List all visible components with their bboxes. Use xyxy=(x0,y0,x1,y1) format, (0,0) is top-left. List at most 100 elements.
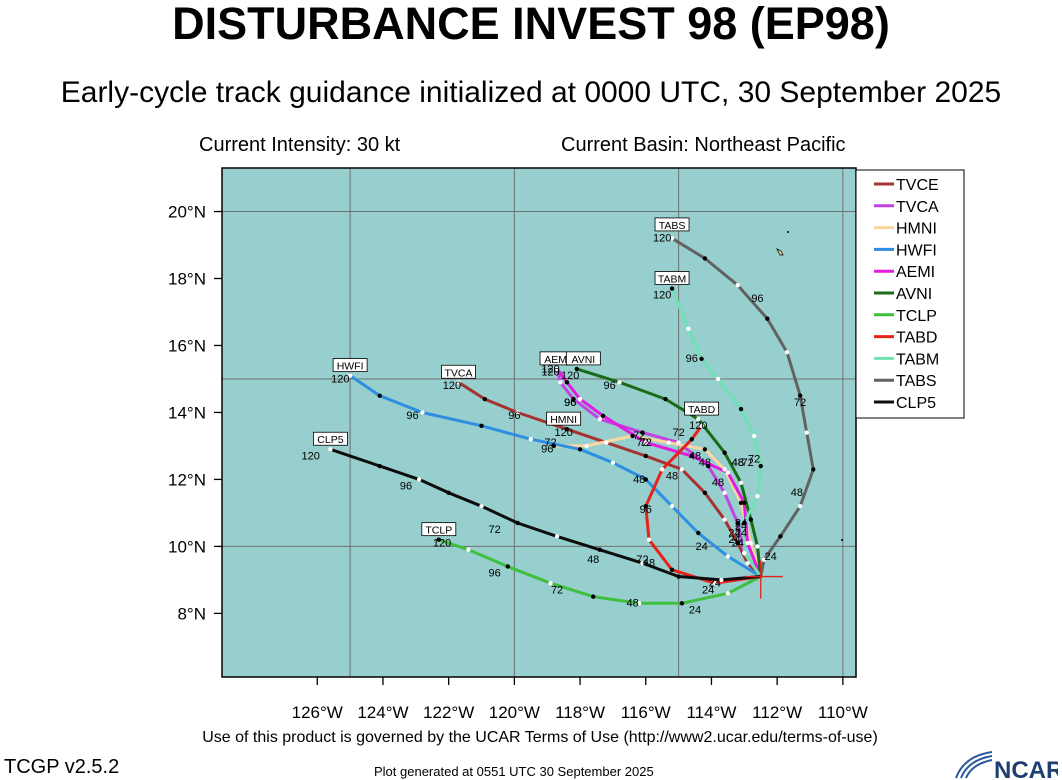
hour-label-hmni: 96 xyxy=(541,444,553,456)
hour-label-tabd: 48 xyxy=(643,557,655,569)
hour-label-aemi: 96 xyxy=(564,397,576,409)
end-box-avni xyxy=(565,351,601,366)
track-tabs xyxy=(670,236,815,578)
hour-label-tabm: 96 xyxy=(686,353,698,365)
end-box-label-aemi: AEMI xyxy=(544,354,570,366)
track-point-hwfi xyxy=(347,373,353,378)
track-point-tclp xyxy=(636,601,642,606)
hour-label-tclp: 24 xyxy=(689,604,701,616)
hour-label-tabm: 48 xyxy=(732,457,744,469)
track-point-hwfi xyxy=(528,437,533,442)
track-point-clp5 xyxy=(676,574,681,579)
track-point-hmni xyxy=(666,440,671,445)
track-point-tvce xyxy=(515,410,520,415)
hour-label-tabd: 96 xyxy=(640,504,652,516)
track-point-tabm xyxy=(742,520,747,526)
track-point-tvce xyxy=(745,560,750,566)
end-box-label-tclp: TCLP xyxy=(425,525,452,537)
track-point-tvce xyxy=(456,380,461,385)
end-box-label-tabd: TABD xyxy=(688,404,716,416)
track-point-hwfi xyxy=(725,554,731,559)
hour-label-tabs: 24 xyxy=(764,551,776,563)
track-point-tclp xyxy=(725,591,731,596)
map-plot-area xyxy=(221,167,857,678)
hour-label-tabs: 72 xyxy=(794,397,806,409)
hour-label-tabs: 120 xyxy=(653,233,671,245)
end-box-hmni xyxy=(546,411,582,426)
island xyxy=(841,539,843,541)
track-labels: 2448729612024487296120244872961202448729… xyxy=(302,217,806,616)
hour-label-tvce: 24 xyxy=(728,534,740,546)
end-box-tabs xyxy=(654,217,690,232)
ocean-background xyxy=(222,168,856,677)
hour-label-avni: 24 xyxy=(735,517,747,529)
track-point-clp5 xyxy=(328,447,333,452)
track-point-avni xyxy=(574,366,579,372)
hour-label-tclp: 120 xyxy=(433,537,451,549)
legend-label-hwfi: HWFI xyxy=(896,242,937,259)
track-point-tabm xyxy=(751,433,757,439)
track-point-tabs xyxy=(784,349,790,355)
legend-label-tvca: TVCA xyxy=(896,199,939,216)
track-point-avni xyxy=(748,517,754,522)
hour-label-tvce: 72 xyxy=(640,437,652,449)
x-tick-label: 114°W xyxy=(686,703,736,722)
page-title: DISTURBANCE INVEST 98 (EP98) xyxy=(172,0,890,49)
track-point-hmni xyxy=(738,500,744,506)
track-point-tvca xyxy=(571,396,576,402)
track-point-aemi xyxy=(564,380,570,385)
hour-label-tvce: 96 xyxy=(508,410,520,422)
hour-label-hmni: 120 xyxy=(554,427,572,439)
hour-label-tvce: 120 xyxy=(443,380,461,392)
track-point-avni xyxy=(755,544,760,549)
plot-generated: Plot generated at 0551 UTC 30 September … xyxy=(374,764,654,779)
legend: TVCE TVCA HMNI HWFI AEMI AVNI TCLP TABD TABM TABS… xyxy=(855,169,965,419)
track-point-avni xyxy=(722,450,727,455)
track-point-tabs xyxy=(702,256,708,261)
hour-label-tabd: 72 xyxy=(636,554,648,566)
track-point-aemi xyxy=(742,500,747,506)
track-point-avni xyxy=(696,416,701,422)
track-point-tvce xyxy=(702,490,708,496)
track-point-tvce xyxy=(564,426,570,432)
y-tick-label: 12°N xyxy=(168,470,206,489)
y-tick-label: 14°N xyxy=(168,403,206,422)
hour-label-tvca: 72 xyxy=(633,430,645,442)
legend-label-tabs: TABS xyxy=(896,373,937,390)
x-tick-label: 112°W xyxy=(752,703,802,722)
x-tick-label: 116°W xyxy=(621,703,671,722)
y-tick-label: 20°N xyxy=(168,203,206,222)
track-point-tabd xyxy=(646,537,652,542)
hour-label-hmni: 24 xyxy=(732,537,744,549)
track-point-tclp xyxy=(548,581,553,586)
track-point-tabm xyxy=(738,406,744,412)
y-tick-label: 10°N xyxy=(168,537,206,556)
end-box-tclp xyxy=(421,522,457,537)
track-point-tvca xyxy=(735,520,740,526)
hour-label-clp5: 72 xyxy=(489,524,501,536)
track-point-avni xyxy=(663,396,668,402)
hour-label-avni: 96 xyxy=(604,380,616,392)
x-tick-label: 122°W xyxy=(423,703,474,722)
track-point-hmni xyxy=(722,467,727,472)
end-box-clp5 xyxy=(313,431,348,446)
track-point-tabm xyxy=(715,376,721,382)
hour-label-tabs: 48 xyxy=(791,487,803,499)
track-tvce xyxy=(457,380,763,578)
track-point-tabs xyxy=(669,236,675,241)
track-point-aemi xyxy=(643,440,648,445)
track-point-tvce xyxy=(604,440,609,445)
track-point-tabs xyxy=(735,283,740,288)
terms-of-use: Use of this product is governed by the U… xyxy=(202,729,878,746)
x-tick-label: 110°W xyxy=(818,703,868,722)
track-point-tabs xyxy=(804,430,809,435)
plot-frame xyxy=(221,167,857,678)
track-point-hwfi xyxy=(377,393,382,398)
hour-label-avni: 48 xyxy=(732,457,744,469)
track-point-tvca xyxy=(705,463,711,469)
track-point-aemi xyxy=(577,396,583,402)
track-point-clp5 xyxy=(640,560,645,566)
hour-label-clp5: 120 xyxy=(302,450,320,462)
legend-label-aemi: AEMI xyxy=(896,264,935,281)
